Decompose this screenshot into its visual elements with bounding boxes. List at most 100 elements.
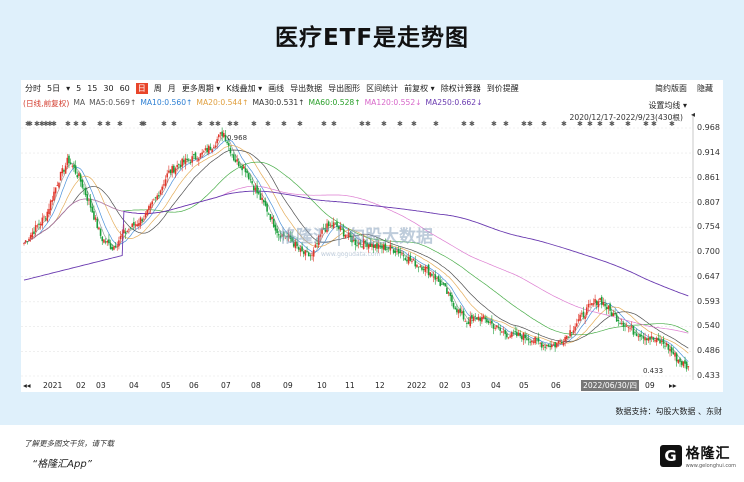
stock-chart-panel: 分时 5日 ▾ 5 15 30 60 日周月更多周期 ▾ K线叠加 ▾ 画线 导出数据 导出图形 区间统… bbox=[21, 80, 723, 392]
candle-body bbox=[317, 235, 320, 246]
candle-body bbox=[173, 165, 175, 173]
y-tick-label: 0.807 bbox=[697, 197, 720, 207]
candle-body bbox=[183, 159, 185, 163]
event-marker-icon: ✱ bbox=[461, 120, 467, 128]
candle-body bbox=[675, 353, 678, 362]
toolbar-item[interactable]: 导出图形 bbox=[328, 83, 361, 93]
toolbar-item[interactable]: ▾ bbox=[66, 83, 71, 93]
candle-body bbox=[271, 216, 273, 220]
candle-body bbox=[23, 243, 25, 244]
candle-body bbox=[492, 324, 495, 329]
ma-legend-item: MA30:0.531↑ bbox=[252, 98, 305, 107]
candle-body bbox=[372, 245, 375, 248]
x-tick-label: 2021 bbox=[43, 381, 63, 390]
candle-body bbox=[138, 223, 140, 226]
toolbar-item[interactable]: 区间统计 bbox=[366, 83, 399, 93]
candle-body bbox=[539, 342, 541, 344]
event-marker-icon: ✱ bbox=[227, 120, 233, 128]
candle-body bbox=[302, 251, 305, 254]
candle-body bbox=[246, 170, 248, 174]
candle-body bbox=[126, 231, 129, 233]
candle-body bbox=[509, 336, 511, 338]
candle-body bbox=[496, 325, 498, 328]
candle-body bbox=[579, 314, 581, 321]
candle-body bbox=[529, 341, 531, 343]
candle-body bbox=[139, 217, 142, 226]
range-arrow-icon[interactable]: ◂ bbox=[690, 110, 695, 119]
candle-body bbox=[124, 231, 127, 234]
candle-body bbox=[379, 246, 382, 248]
candle-body bbox=[456, 308, 458, 313]
x-tick-label[interactable]: ▸▸ bbox=[669, 381, 677, 390]
toolbar-right-item[interactable]: 隐藏 bbox=[697, 84, 713, 93]
candle-body bbox=[239, 167, 242, 169]
toolbar-item[interactable]: 画线 bbox=[268, 83, 285, 93]
event-marker-icon: ✱ bbox=[397, 120, 403, 128]
brand-logo: G 格隆汇 www.gelonghui.com bbox=[659, 443, 736, 469]
candle-body bbox=[680, 361, 683, 365]
candle-body bbox=[599, 298, 601, 301]
y-tick-label: 0.861 bbox=[697, 172, 720, 182]
x-tick-label[interactable]: ◂◂ bbox=[23, 381, 31, 390]
candle-body bbox=[412, 259, 415, 260]
candle-body bbox=[294, 242, 297, 249]
x-tick-label: 09 bbox=[283, 381, 293, 390]
x-tick-label: 11 bbox=[345, 381, 355, 390]
y-tick-label: 0.433 bbox=[697, 371, 720, 380]
toolbar-item[interactable]: 30 bbox=[103, 83, 114, 93]
toolbar-item[interactable]: 日 bbox=[135, 82, 148, 94]
candle-body bbox=[441, 283, 443, 285]
toolbar-item[interactable]: 更多周期 ▾ bbox=[181, 83, 221, 93]
toolbar-item[interactable]: 前复权 ▾ bbox=[404, 83, 435, 93]
x-tick-label: 04 bbox=[491, 381, 501, 390]
candle-body bbox=[166, 173, 168, 178]
toolbar-item[interactable]: 5 bbox=[76, 83, 82, 93]
toolbar-right-item[interactable]: 简约版面 bbox=[655, 84, 687, 93]
candle-body bbox=[56, 185, 59, 187]
event-marker-icon: ✱ bbox=[161, 120, 167, 128]
candle-body bbox=[422, 269, 425, 271]
candle-body bbox=[61, 168, 64, 174]
candle-body bbox=[524, 334, 526, 339]
candle-body bbox=[655, 337, 658, 343]
toolbar-item[interactable]: 月 bbox=[167, 83, 176, 93]
candle-body bbox=[336, 221, 338, 227]
candle-body bbox=[99, 229, 102, 236]
candle-body bbox=[647, 338, 650, 341]
candle-body bbox=[534, 337, 536, 344]
candle-body bbox=[469, 316, 472, 327]
candle-body bbox=[660, 341, 663, 342]
candle-body bbox=[624, 325, 626, 327]
candle-body bbox=[274, 224, 277, 231]
candle-body bbox=[307, 252, 310, 257]
toolbar-item[interactable]: 到价提醒 bbox=[486, 83, 519, 93]
candle-body bbox=[354, 238, 357, 246]
candle-body bbox=[434, 274, 437, 280]
toolbar-item[interactable]: 60 bbox=[119, 83, 130, 93]
candle-body bbox=[657, 338, 660, 341]
ma-legend-item: MA bbox=[73, 98, 86, 107]
toolbar-item[interactable]: 除权计算器 bbox=[440, 83, 481, 93]
candle-body bbox=[76, 175, 79, 178]
candle-body bbox=[267, 213, 270, 215]
candlestick-chart[interactable]: ✱✱ ✱ ✱✱✱✱ ✱ ✱ ✱ ✱ ✱ ✱ ✱✱ ✱ ✱ ✱ ✱ ✱ ✱ ✱ ✱ ✱ ✱ ✱ ✱ ✱ ✱ ✱ ✱ ✱ ✱ ✱ ✱ ✱ ✱ ✱ ✱ ✱… bbox=[21, 80, 723, 380]
toolbar-item[interactable]: 周 bbox=[153, 83, 162, 93]
candle-body bbox=[497, 327, 500, 329]
candle-body bbox=[193, 154, 195, 156]
candle-body bbox=[491, 320, 493, 324]
toolbar-item[interactable]: 5日 bbox=[47, 83, 61, 93]
candle-body bbox=[282, 232, 285, 237]
candle-body bbox=[516, 331, 518, 337]
toolbar-item[interactable]: 15 bbox=[87, 83, 98, 93]
app-name[interactable]: “格隆汇App” bbox=[32, 459, 92, 470]
y-tick-label: 0.486 bbox=[697, 346, 720, 356]
ma-settings-button[interactable]: 设置均线 ▾ bbox=[648, 101, 687, 110]
toolbar-item[interactable]: 分时 bbox=[25, 83, 41, 93]
candle-body bbox=[251, 181, 253, 184]
candle-body bbox=[679, 358, 681, 362]
toolbar-item[interactable]: K线叠加 ▾ bbox=[226, 83, 263, 93]
candle-body bbox=[83, 188, 85, 190]
toolbar-item[interactable]: 导出数据 bbox=[290, 83, 323, 93]
candle-body bbox=[457, 309, 460, 314]
candle-body bbox=[214, 145, 217, 148]
